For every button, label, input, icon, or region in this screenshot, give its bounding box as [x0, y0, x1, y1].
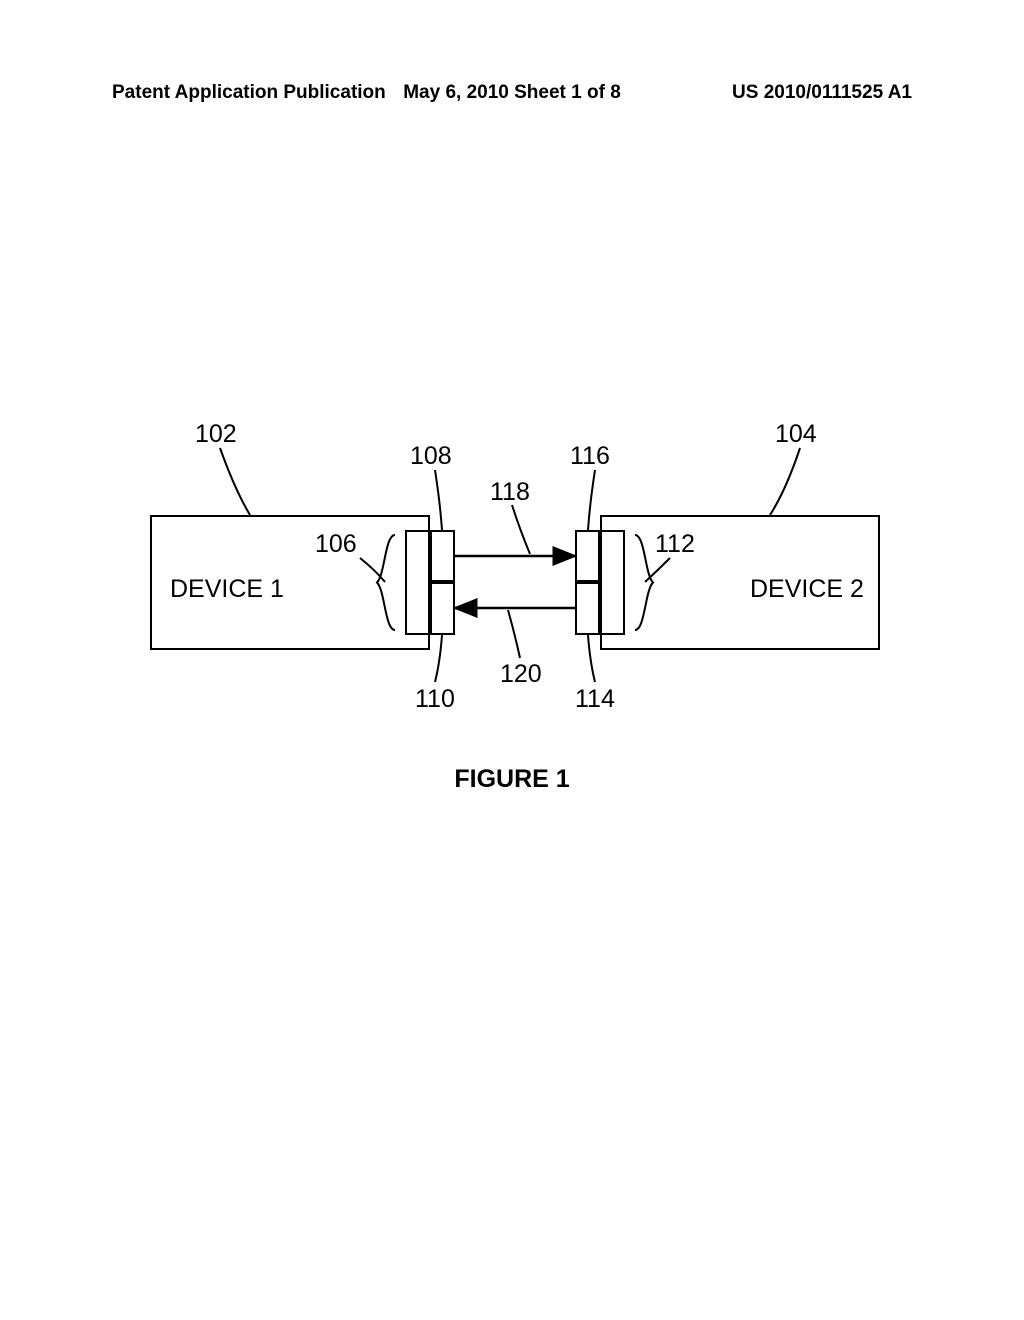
- page-header: Patent Application Publication May 6, 20…: [0, 82, 1024, 104]
- header-right: US 2010/0111525 A1: [732, 82, 912, 104]
- figure-1-diagram: DEVICE 1 DEVICE 2 102 104 106 108 110 11…: [120, 430, 900, 780]
- figure-caption: FIGURE 1: [454, 765, 569, 794]
- header-center: May 6, 2010 Sheet 1 of 8: [403, 82, 621, 104]
- diagram-svg: [120, 430, 900, 780]
- header-left: Patent Application Publication: [112, 82, 386, 104]
